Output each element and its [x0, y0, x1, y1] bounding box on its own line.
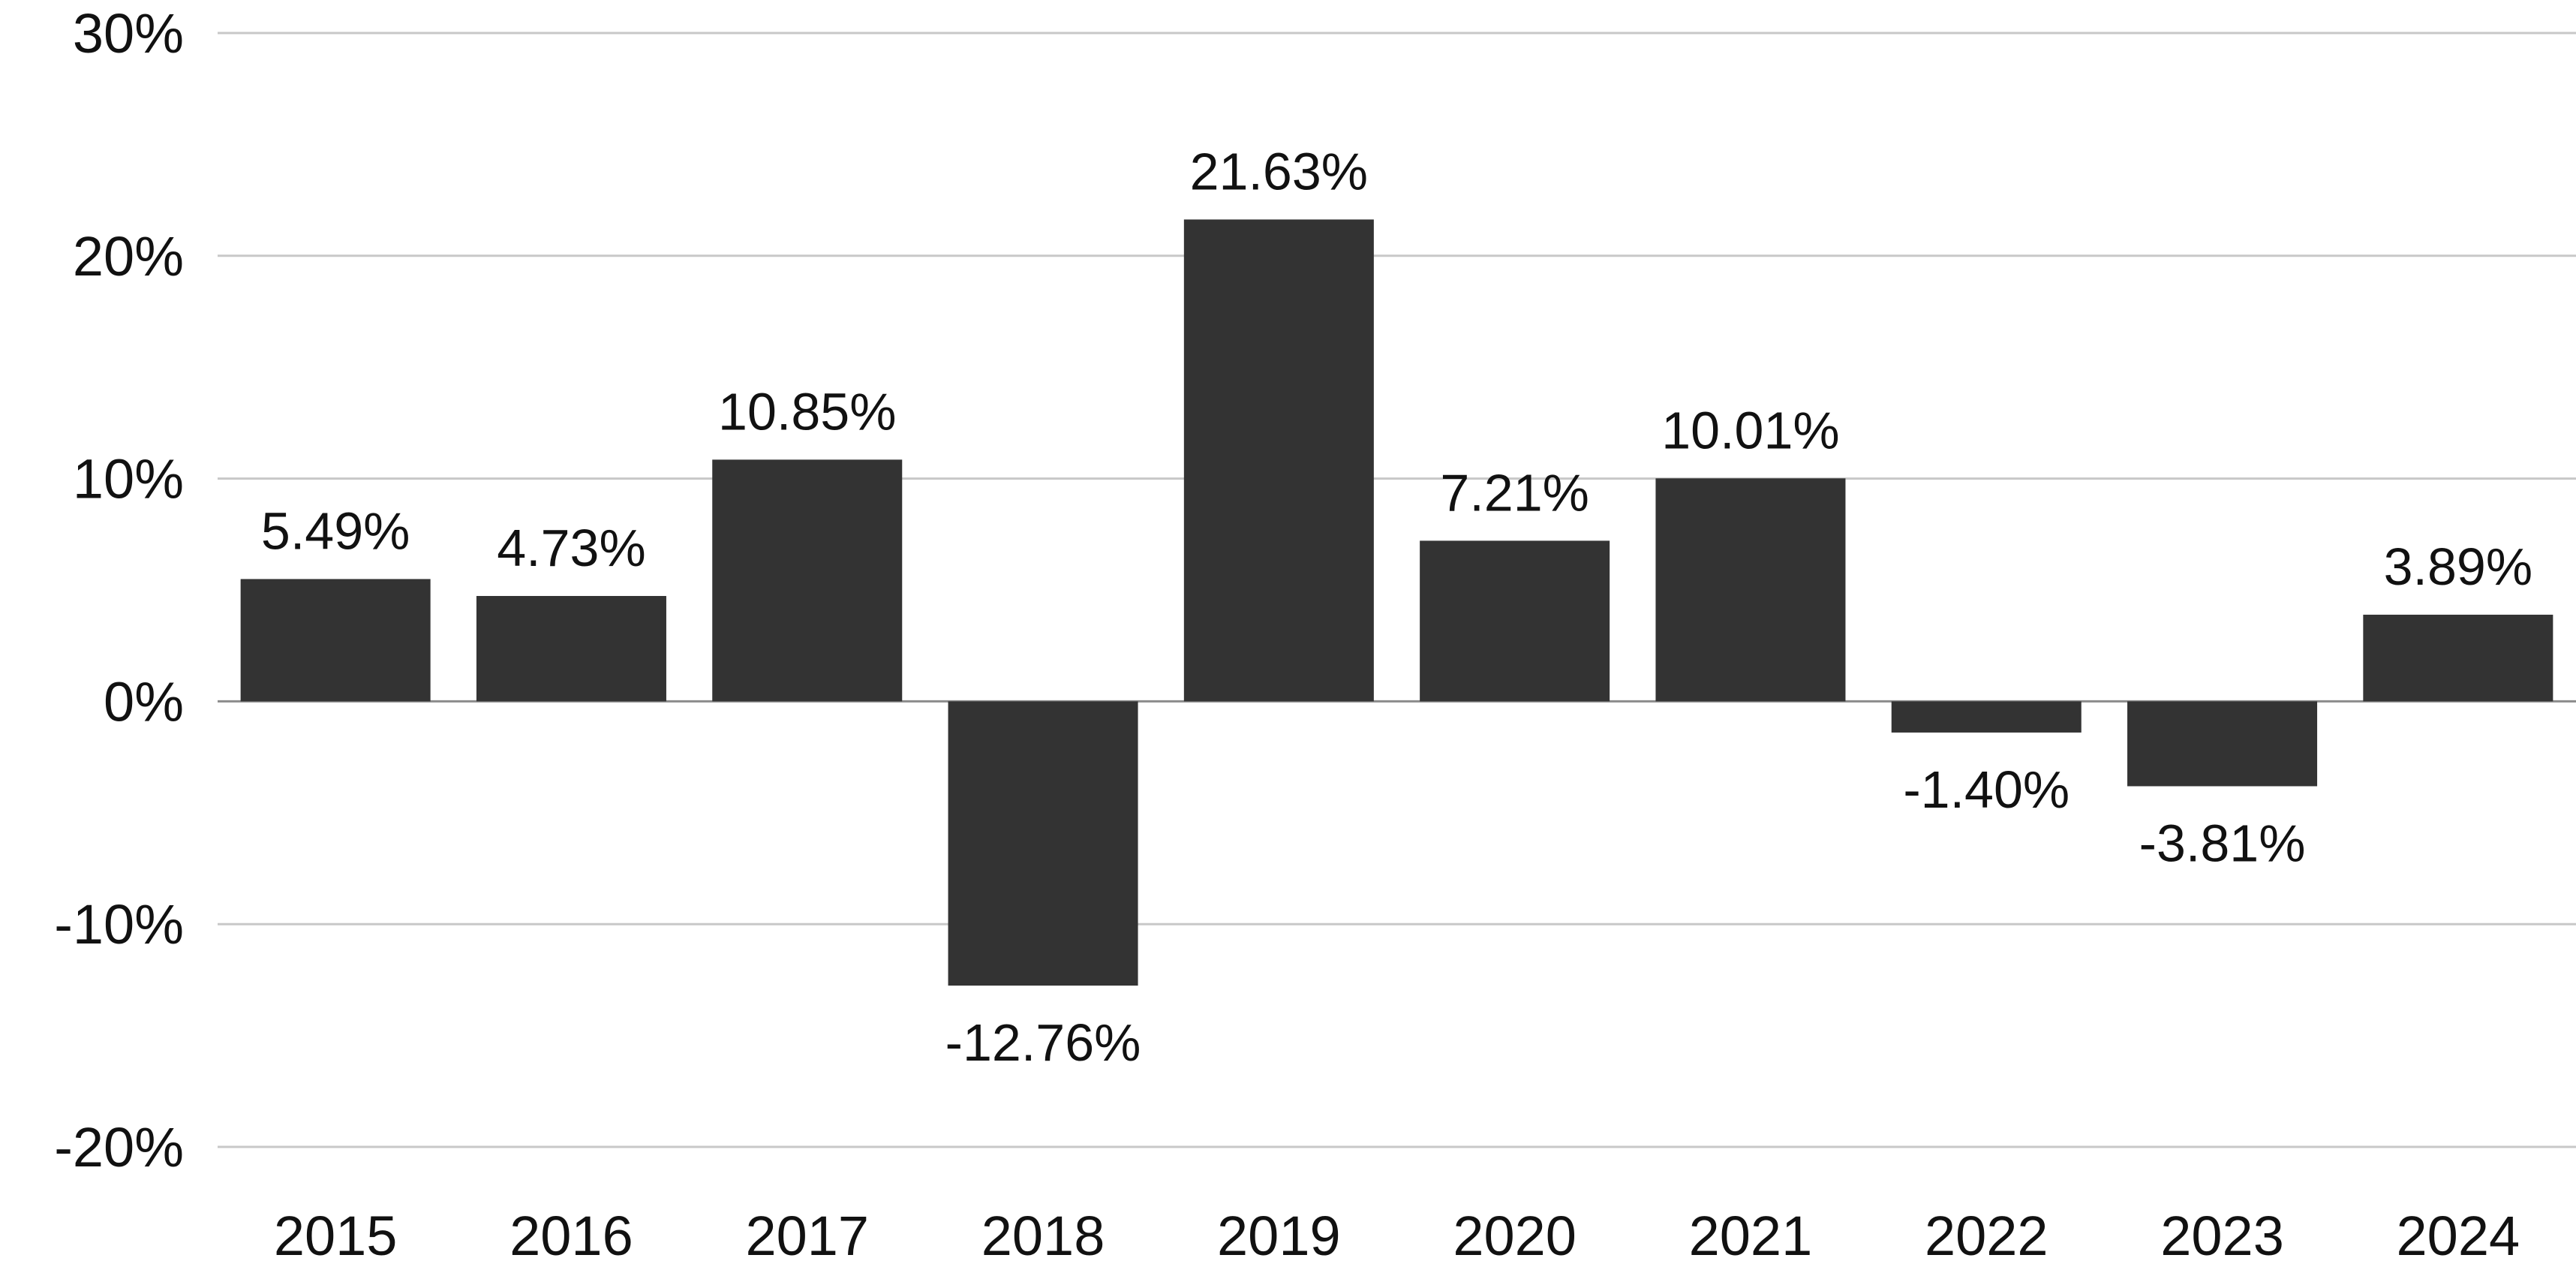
- data-label: 3.89%: [2384, 537, 2532, 596]
- data-label: -3.81%: [2139, 814, 2306, 872]
- x-tick-label: 2018: [981, 1205, 1105, 1267]
- bar: [712, 459, 903, 702]
- y-tick-label: 20%: [73, 225, 184, 287]
- bar: [2363, 614, 2553, 702]
- data-label: 7.21%: [1440, 463, 1589, 522]
- x-tick-label: 2017: [745, 1205, 869, 1267]
- y-tick-label: 10%: [73, 448, 184, 510]
- x-axis-tick-labels: 2015 2016 2017 2018 2019 2020 2021 2022 2023 2024: [274, 1205, 2520, 1267]
- bars: [240, 219, 2553, 986]
- y-axis-tick-labels: 30% 20% 10% 0% -10% -20%: [54, 2, 184, 1178]
- y-tick-label: -20%: [54, 1116, 184, 1178]
- x-tick-label: 2023: [2160, 1205, 2284, 1267]
- x-tick-label: 2016: [509, 1205, 633, 1267]
- y-tick-label: 0%: [104, 670, 184, 733]
- y-tick-label: -10%: [54, 893, 184, 956]
- bar: [476, 596, 666, 702]
- bar: [1655, 478, 1846, 702]
- data-label: 4.73%: [497, 519, 645, 577]
- bar: [1420, 540, 1610, 702]
- bar: [240, 579, 431, 702]
- data-labels: 5.49% 4.73% 10.85% -12.76% 21.63% 7.21% 10.01%…: [261, 142, 2532, 1072]
- data-label: 10.85%: [718, 382, 896, 441]
- data-label: 10.01%: [1661, 401, 1839, 459]
- x-tick-label: 2015: [274, 1205, 398, 1267]
- data-label: 5.49%: [261, 501, 410, 560]
- x-tick-label: 2024: [2397, 1205, 2520, 1267]
- bar: [2127, 701, 2318, 787]
- bar: [1891, 701, 2082, 733]
- data-label: 21.63%: [1190, 142, 1368, 200]
- x-tick-label: 2021: [1689, 1205, 1813, 1267]
- x-tick-label: 2020: [1453, 1205, 1577, 1267]
- gridlines: [218, 32, 2576, 1148]
- data-label: -12.76%: [945, 1013, 1141, 1072]
- x-tick-label: 2022: [1925, 1205, 2048, 1267]
- bar: [948, 701, 1138, 986]
- x-tick-label: 2019: [1217, 1205, 1341, 1267]
- bar: [1183, 219, 1374, 702]
- y-tick-label: 30%: [73, 2, 184, 65]
- data-label: -1.40%: [1903, 760, 2070, 819]
